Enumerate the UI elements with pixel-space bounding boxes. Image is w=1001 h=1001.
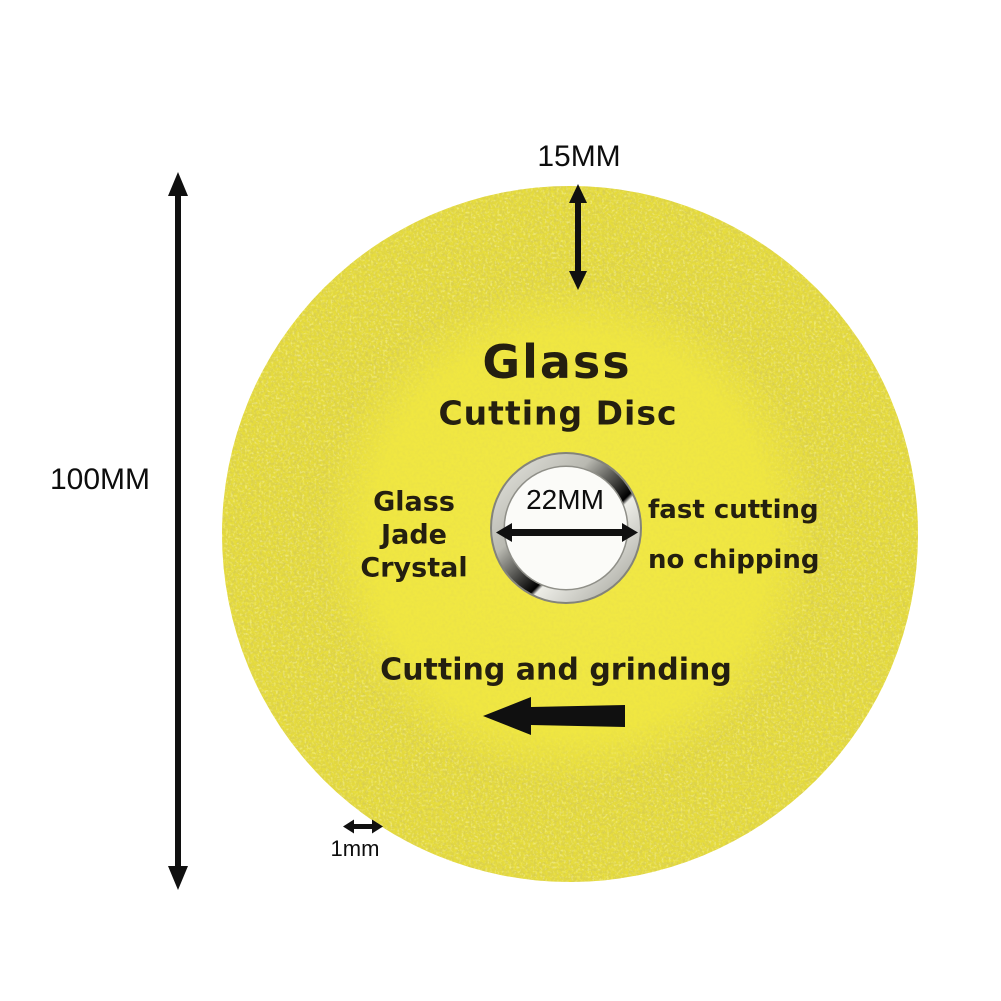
thickness-arrow-icon: [343, 819, 383, 834]
bore-diameter-arrow-icon: [496, 523, 638, 542]
bore-diameter-label: 22MM: [526, 484, 604, 515]
rim-width-arrow-icon: [569, 184, 587, 290]
material-item-crystal: Crystal: [360, 552, 468, 584]
bore-hole: [505, 467, 627, 589]
rotation-direction-arrow-icon: [483, 697, 625, 735]
material-item-jade: Jade: [381, 519, 447, 551]
disc-subtitle: Cutting Disc: [438, 393, 678, 433]
outer-diameter-label: 100MM: [49, 463, 151, 496]
feature-fast-cutting: fast cutting: [648, 495, 819, 525]
disc-title: Glass: [482, 335, 632, 389]
thickness-label: 1mm: [330, 836, 380, 861]
usage-label: Cutting and grinding: [380, 652, 732, 688]
feature-no-chipping: no chipping: [648, 545, 820, 575]
rim-width-label: 15MM: [537, 140, 621, 173]
outer-diameter-arrow-icon: [168, 172, 188, 890]
material-list: Glass Jade Crystal: [360, 486, 467, 585]
material-item-glass: Glass: [373, 486, 455, 518]
